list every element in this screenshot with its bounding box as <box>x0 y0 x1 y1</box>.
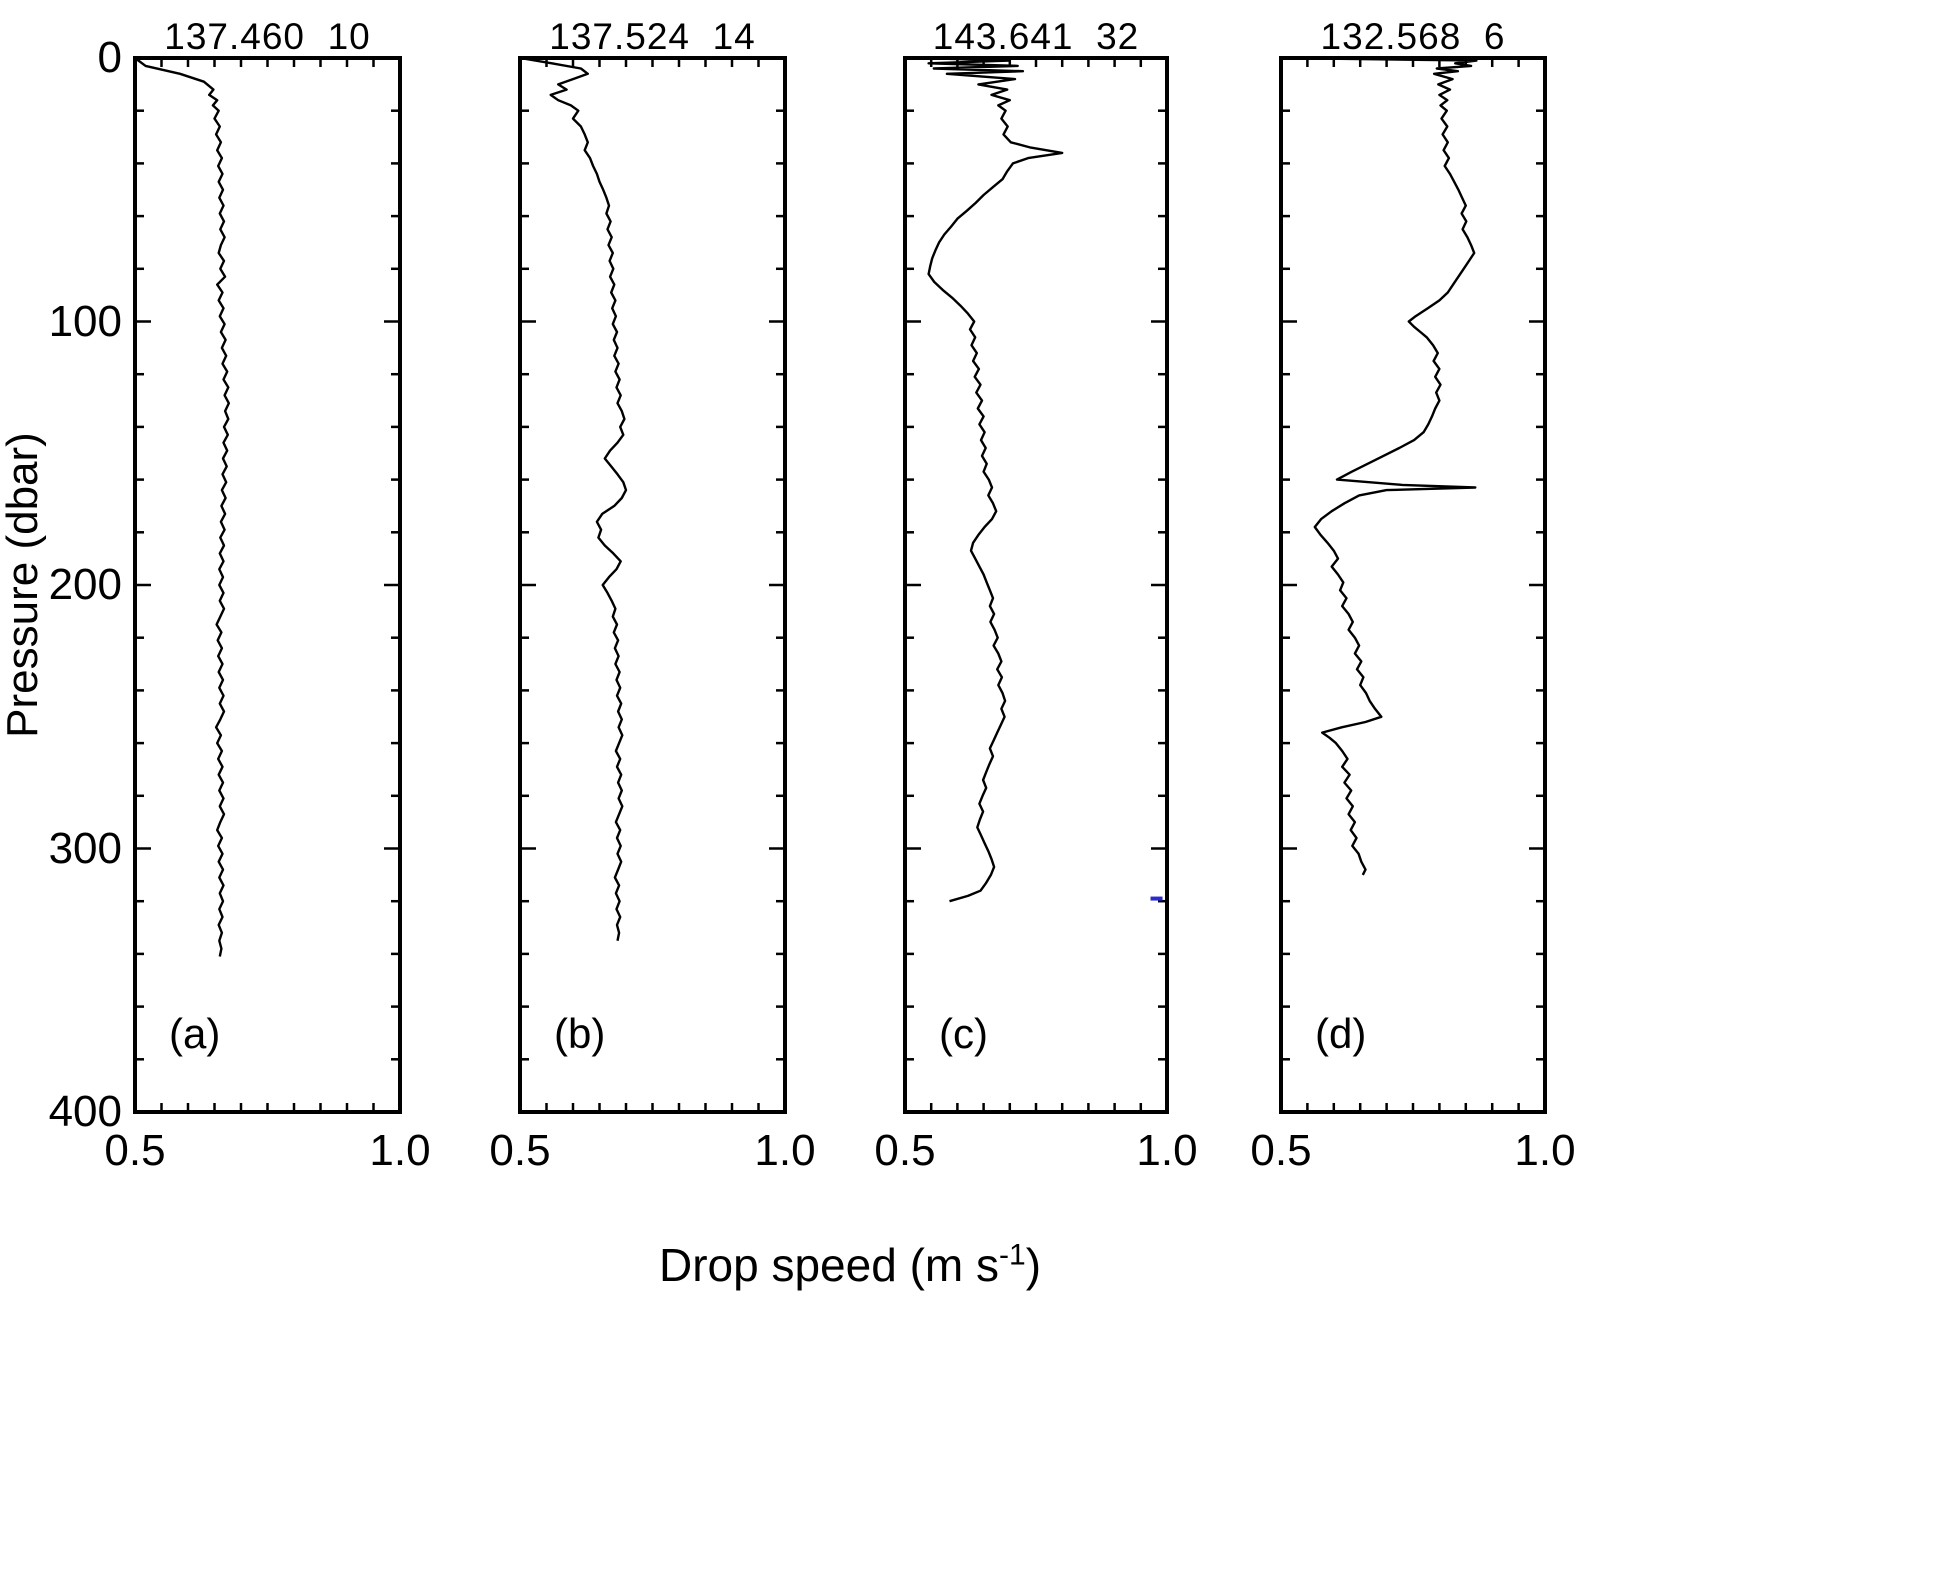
x-axis-title: Drop speed (m s-1) <box>0 1238 1700 1292</box>
profile-panel-a: 137.460 10 (a) 0.5 1.0 <box>104 8 430 1208</box>
x-tick-label: 0.5 <box>1250 1126 1312 1175</box>
profile-plot-d <box>1279 56 1547 1114</box>
x-tick-label: 1.0 <box>1136 1126 1198 1175</box>
profile-line-a <box>134 57 230 957</box>
profile-plot-b <box>518 56 787 1114</box>
profile-panel-d: 132.568 6 (d) 0.5 1.0 <box>1250 8 1575 1208</box>
panel-label-b: (b) <box>554 1010 606 1058</box>
y-tick-label: 200 <box>48 560 122 609</box>
profile-plot-a <box>133 56 402 1114</box>
x-axis-title-main: Drop speed (m s <box>658 1239 999 1291</box>
panel-a-title: 137.460 10 <box>164 16 371 57</box>
x-tick-label: 0.5 <box>874 1126 936 1175</box>
x-tick-label: 1.0 <box>1514 1126 1576 1175</box>
y-tick-label: 0 <box>97 33 122 82</box>
x-axis-title-close: ) <box>1025 1239 1042 1291</box>
profile-panel-b: 137.524 14 (b) 0.5 1.0 <box>489 8 815 1208</box>
x-tick-label: 1.0 <box>754 1126 816 1175</box>
panel-label-a: (a) <box>169 1010 221 1058</box>
x-tick-label: 1.0 <box>369 1126 431 1175</box>
profile-panel-c: 143.641 32 (c) 0.5 1.0 <box>874 8 1197 1208</box>
y-tick-label: 300 <box>48 823 122 873</box>
panel-label-d: (d) <box>1315 1010 1367 1058</box>
x-axis-title-sup: -1 <box>999 1238 1026 1272</box>
panel-d-title: 132.568 6 <box>1320 16 1506 57</box>
panel-label-c: (c) <box>939 1010 988 1058</box>
panel-c-title: 143.641 32 <box>932 16 1140 57</box>
panel-b-title: 137.524 14 <box>549 16 756 57</box>
profile-line-b <box>519 56 628 941</box>
profile-plot-c <box>903 56 1169 1114</box>
y-tick-label: 100 <box>48 296 122 346</box>
profile-line-c <box>920 56 1064 903</box>
y-tick-label: 400 <box>48 1087 122 1136</box>
x-tick-label: 0.5 <box>489 1126 551 1175</box>
profile-line-d <box>1280 56 1478 876</box>
y-tick-labels: 0 100 200 300 400 <box>0 0 122 1586</box>
x-tick-label: 0.5 <box>104 1126 166 1175</box>
